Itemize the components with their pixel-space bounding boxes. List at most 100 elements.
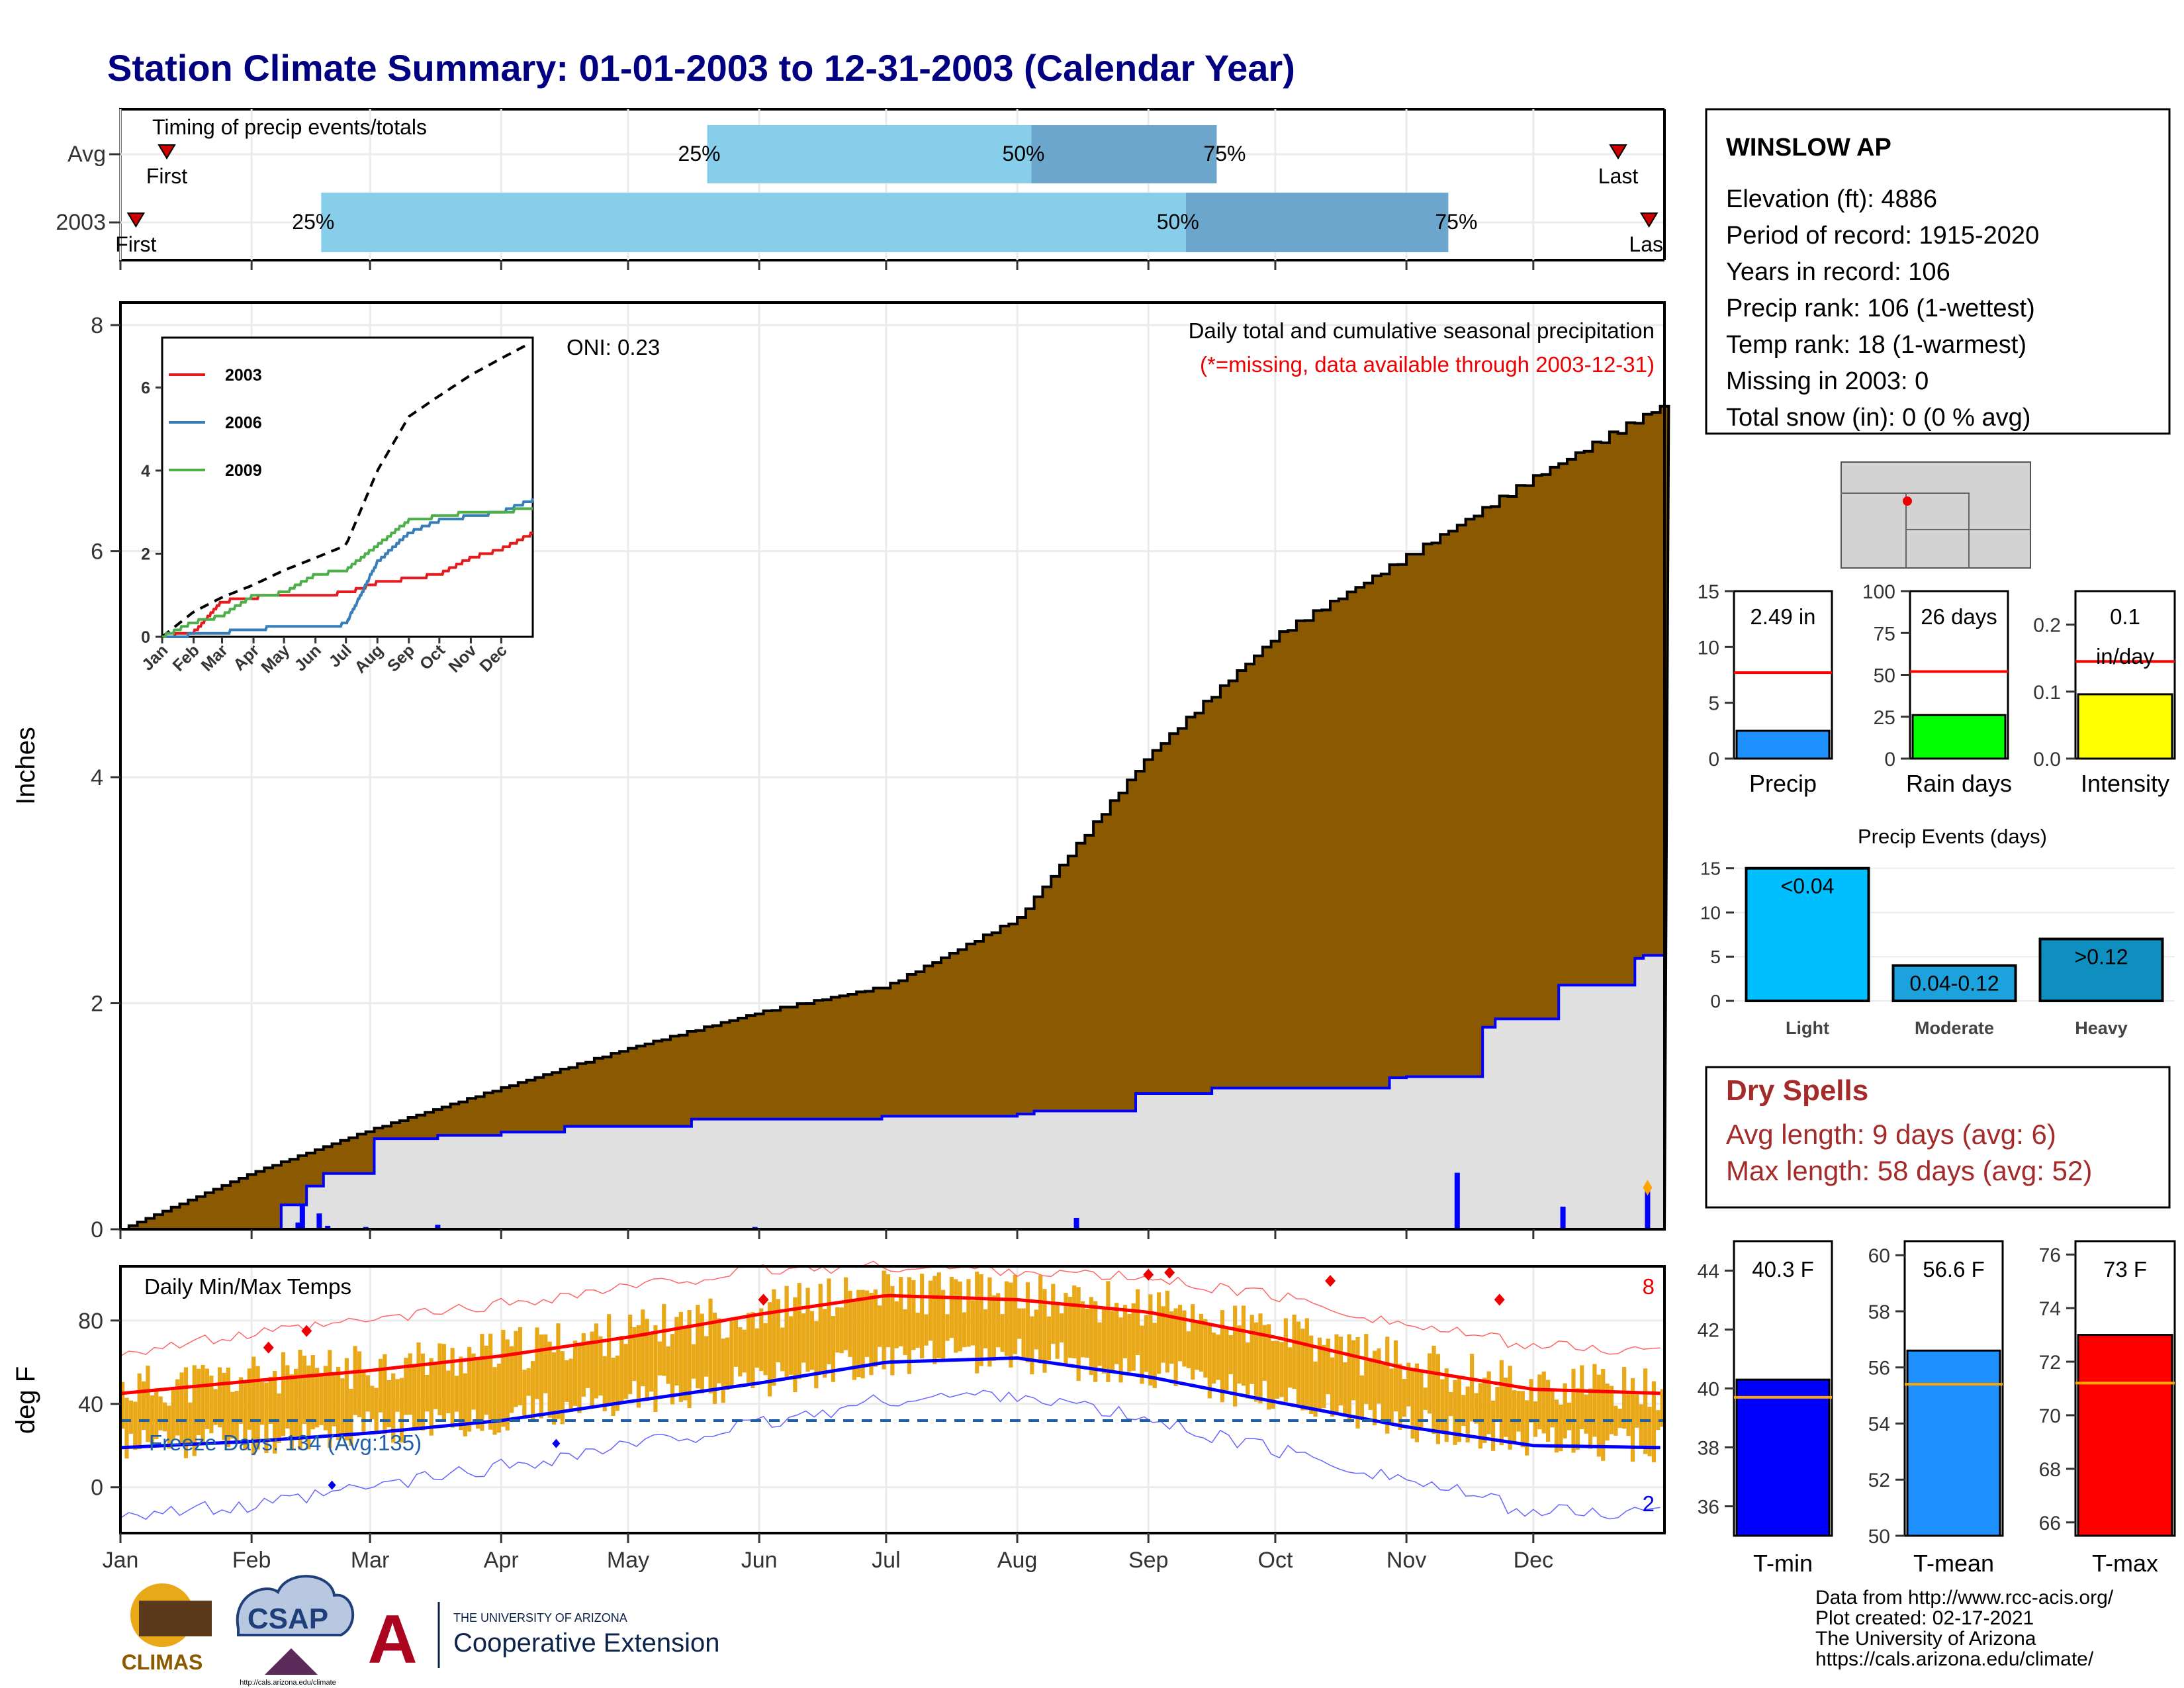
daily-temp-bar [1262, 1325, 1267, 1381]
first-label: First [115, 232, 156, 256]
daily-temp-bar [1034, 1309, 1038, 1350]
inset-average-line [161, 342, 531, 638]
tmin-tick: 36 [1698, 1497, 1719, 1519]
daily-temp-bar [1575, 1388, 1580, 1450]
intensity-tick: 0.1 [2033, 682, 2061, 704]
daily-temp-bar [128, 1400, 133, 1434]
tmax-value-label: 73 F [2103, 1257, 2147, 1282]
daily-temp-bar [1064, 1293, 1068, 1367]
event-bar [1891, 964, 2017, 1003]
month-tick-label: Jul [872, 1548, 900, 1573]
daily-temp-bar [1393, 1340, 1398, 1412]
daily-temp-bar [933, 1276, 937, 1364]
daily-temp-bar [251, 1356, 256, 1456]
daily-temp-bar [759, 1308, 764, 1372]
daily-temp-bar [797, 1283, 801, 1380]
daily-temp-bar [691, 1344, 696, 1379]
daily-temp-bar [179, 1372, 184, 1446]
daily-temp-bar [1584, 1394, 1588, 1434]
daily-temp-bar [1292, 1314, 1297, 1389]
daily-temp-bar [751, 1312, 755, 1389]
daily-temp-bar [1428, 1353, 1432, 1414]
footer-line: The University of Arizona [1815, 1628, 2036, 1650]
tmin-value-label: 40.3 F [1752, 1257, 1814, 1282]
daily-temp-bar [353, 1346, 357, 1415]
record-high-marker [1494, 1293, 1505, 1306]
tmax-tick: 66 [2039, 1513, 2061, 1534]
record-high-marker [301, 1325, 312, 1337]
daily-temp-bar [1516, 1391, 1521, 1432]
last-event-marker [1639, 212, 1659, 228]
daily-temp-bar [788, 1316, 794, 1375]
daily-temp-bar [1165, 1290, 1169, 1373]
timing-pct-label: 75% [1435, 210, 1477, 234]
daily-temp-bar [1250, 1315, 1254, 1384]
event-bar-label: 0.04-0.12 [1909, 972, 1999, 996]
timing-pct-label: 25% [292, 210, 334, 234]
daily-temp-bar [1322, 1344, 1326, 1409]
daily-temp-bar [831, 1316, 836, 1382]
daily-temp-bar [323, 1366, 328, 1430]
climas-logo-mark [139, 1601, 212, 1636]
daily-temp-bar [1592, 1364, 1597, 1437]
daily-temp-bar [772, 1289, 776, 1386]
intensity-value-label: 0.1 [2110, 604, 2140, 629]
daily-temp-bar [594, 1323, 599, 1399]
daily-temp-bar [852, 1301, 856, 1380]
daily-temp-bar [1614, 1405, 1618, 1436]
climas-logo-text: CLIMAS [122, 1650, 203, 1674]
daily-temp-bar [1046, 1316, 1051, 1361]
daily-temp-bar [632, 1327, 637, 1382]
daily-temp-bar [459, 1356, 463, 1430]
daily-temp-bar [793, 1297, 797, 1393]
daily-temp-bar [399, 1378, 404, 1443]
daily-temp-bar [907, 1277, 912, 1374]
daily-temp-bar [991, 1295, 996, 1361]
daily-temp-bar [243, 1381, 248, 1450]
tmin-bar [1735, 1378, 1831, 1537]
daily-temp-bar [666, 1346, 670, 1384]
csap-logo-mountain [265, 1648, 318, 1675]
daily-temp-bar [218, 1367, 222, 1428]
rain-days-tick: 25 [1874, 707, 1895, 729]
dry-spells-avg: Avg length: 9 days (avg: 6) [1726, 1119, 2056, 1150]
daily-temp-bar [1410, 1370, 1415, 1439]
month-tick-label: Aug [997, 1548, 1038, 1573]
daily-temp-bar [340, 1378, 345, 1436]
daily-precip-bar [1645, 1186, 1651, 1229]
average-cumulative-area [120, 404, 1670, 1231]
daily-temp-bar [1085, 1309, 1089, 1358]
daily-temp-bar [1009, 1282, 1013, 1368]
daily-temp-bar [1122, 1305, 1128, 1358]
rain-days-axis-label: Rain days [1906, 770, 2012, 797]
daily-temp-bar [1588, 1388, 1593, 1449]
daily-precip-bar [1073, 1217, 1079, 1229]
precip-y-tick: 8 [91, 313, 103, 338]
daily-temp-bar [979, 1274, 983, 1366]
timing-row-label: Avg [68, 142, 106, 167]
daily-temp-bar [454, 1376, 459, 1412]
last-event-marker [1609, 144, 1627, 160]
daily-temp-bar [289, 1374, 294, 1450]
daily-temp-bar [1093, 1301, 1098, 1382]
daily-temp-bar [1195, 1320, 1199, 1370]
station-info-line: Total snow (in): 0 (0 % avg) [1726, 404, 2030, 432]
event-category-label: Heavy [2075, 1018, 2128, 1038]
daily-temp-bar [1186, 1331, 1191, 1369]
daily-temp-bar [1097, 1322, 1102, 1366]
daily-temp-bar [1110, 1311, 1115, 1371]
daily-temp-bar [848, 1290, 852, 1357]
daily-temp-bar [1271, 1340, 1275, 1409]
daily-temp-bar [171, 1386, 175, 1440]
daily-temp-bar [729, 1321, 734, 1386]
daily-temp-bar [1647, 1407, 1652, 1456]
daily-temp-bar [941, 1289, 946, 1360]
daily-temp-bar [365, 1375, 370, 1412]
daily-temp-bar [1490, 1400, 1496, 1451]
event-bar [2038, 937, 2164, 1002]
daily-temp-bar [1173, 1308, 1178, 1387]
daily-temp-bar [780, 1327, 785, 1372]
daily-temp-bar [1068, 1297, 1072, 1358]
precip-y-tick: 6 [91, 539, 103, 565]
events-y-tick: 0 [1710, 991, 1721, 1011]
